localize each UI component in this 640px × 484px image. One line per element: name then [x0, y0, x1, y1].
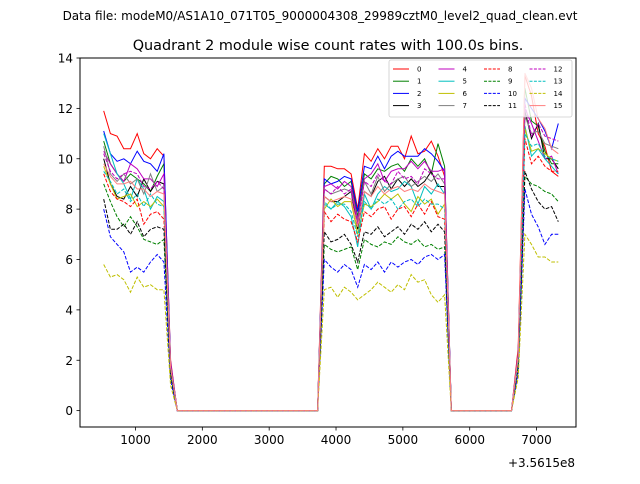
y-tick-label: 12 — [58, 102, 73, 116]
series-layer — [103, 72, 559, 412]
x-tick-label: 2000 — [187, 433, 218, 447]
y-tick-label: 6 — [65, 253, 73, 267]
legend-label: 11 — [508, 102, 517, 110]
y-tick-label: 4 — [65, 303, 73, 317]
legend-label: 8 — [508, 66, 512, 74]
y-tick-label: 10 — [58, 152, 73, 166]
legend-box — [388, 59, 573, 118]
plot-frame — [79, 57, 577, 428]
legend-label: 15 — [554, 102, 563, 110]
legend-label: 1 — [417, 78, 421, 86]
series-line-3 — [103, 110, 559, 412]
series-line-2 — [103, 96, 559, 412]
series-line-15 — [103, 72, 559, 412]
legend-label: 0 — [417, 66, 421, 74]
legend-label: 14 — [554, 90, 563, 98]
x-tick-label: 4000 — [321, 433, 352, 447]
legend-label: 5 — [463, 78, 467, 86]
legend-label: 9 — [508, 78, 512, 86]
x-tick-label: 6000 — [454, 433, 485, 447]
legend-label: 4 — [463, 66, 468, 74]
legend-label: 7 — [463, 102, 467, 110]
series-line-4 — [103, 108, 559, 412]
legend-label: 12 — [554, 66, 563, 74]
chart-title: Quadrant 2 module wise count rates with … — [133, 38, 524, 54]
y-tick-label: 8 — [65, 203, 73, 217]
legend-label: 2 — [417, 90, 421, 98]
legend-label: 10 — [508, 90, 517, 98]
series-line-0 — [103, 75, 559, 412]
y-tick-label: 14 — [58, 52, 73, 66]
x-tick-label: 7000 — [521, 433, 552, 447]
y-tick-label: 0 — [65, 404, 73, 418]
x-tick-label: 1000 — [120, 433, 151, 447]
series-line-12 — [103, 103, 559, 412]
x-tick-label: 5000 — [388, 433, 419, 447]
series-line-14 — [103, 232, 559, 412]
x-offset-label: +3.5615e8 — [508, 456, 575, 470]
chart-suptitle: Data file: modeM0/AS1A10_071T05_90000043… — [63, 9, 578, 23]
y-tick-label: 2 — [65, 354, 73, 368]
legend-label: 13 — [554, 78, 563, 86]
x-tick-label: 3000 — [254, 433, 285, 447]
legend-label: 3 — [417, 102, 421, 110]
legend-label: 6 — [463, 90, 468, 98]
